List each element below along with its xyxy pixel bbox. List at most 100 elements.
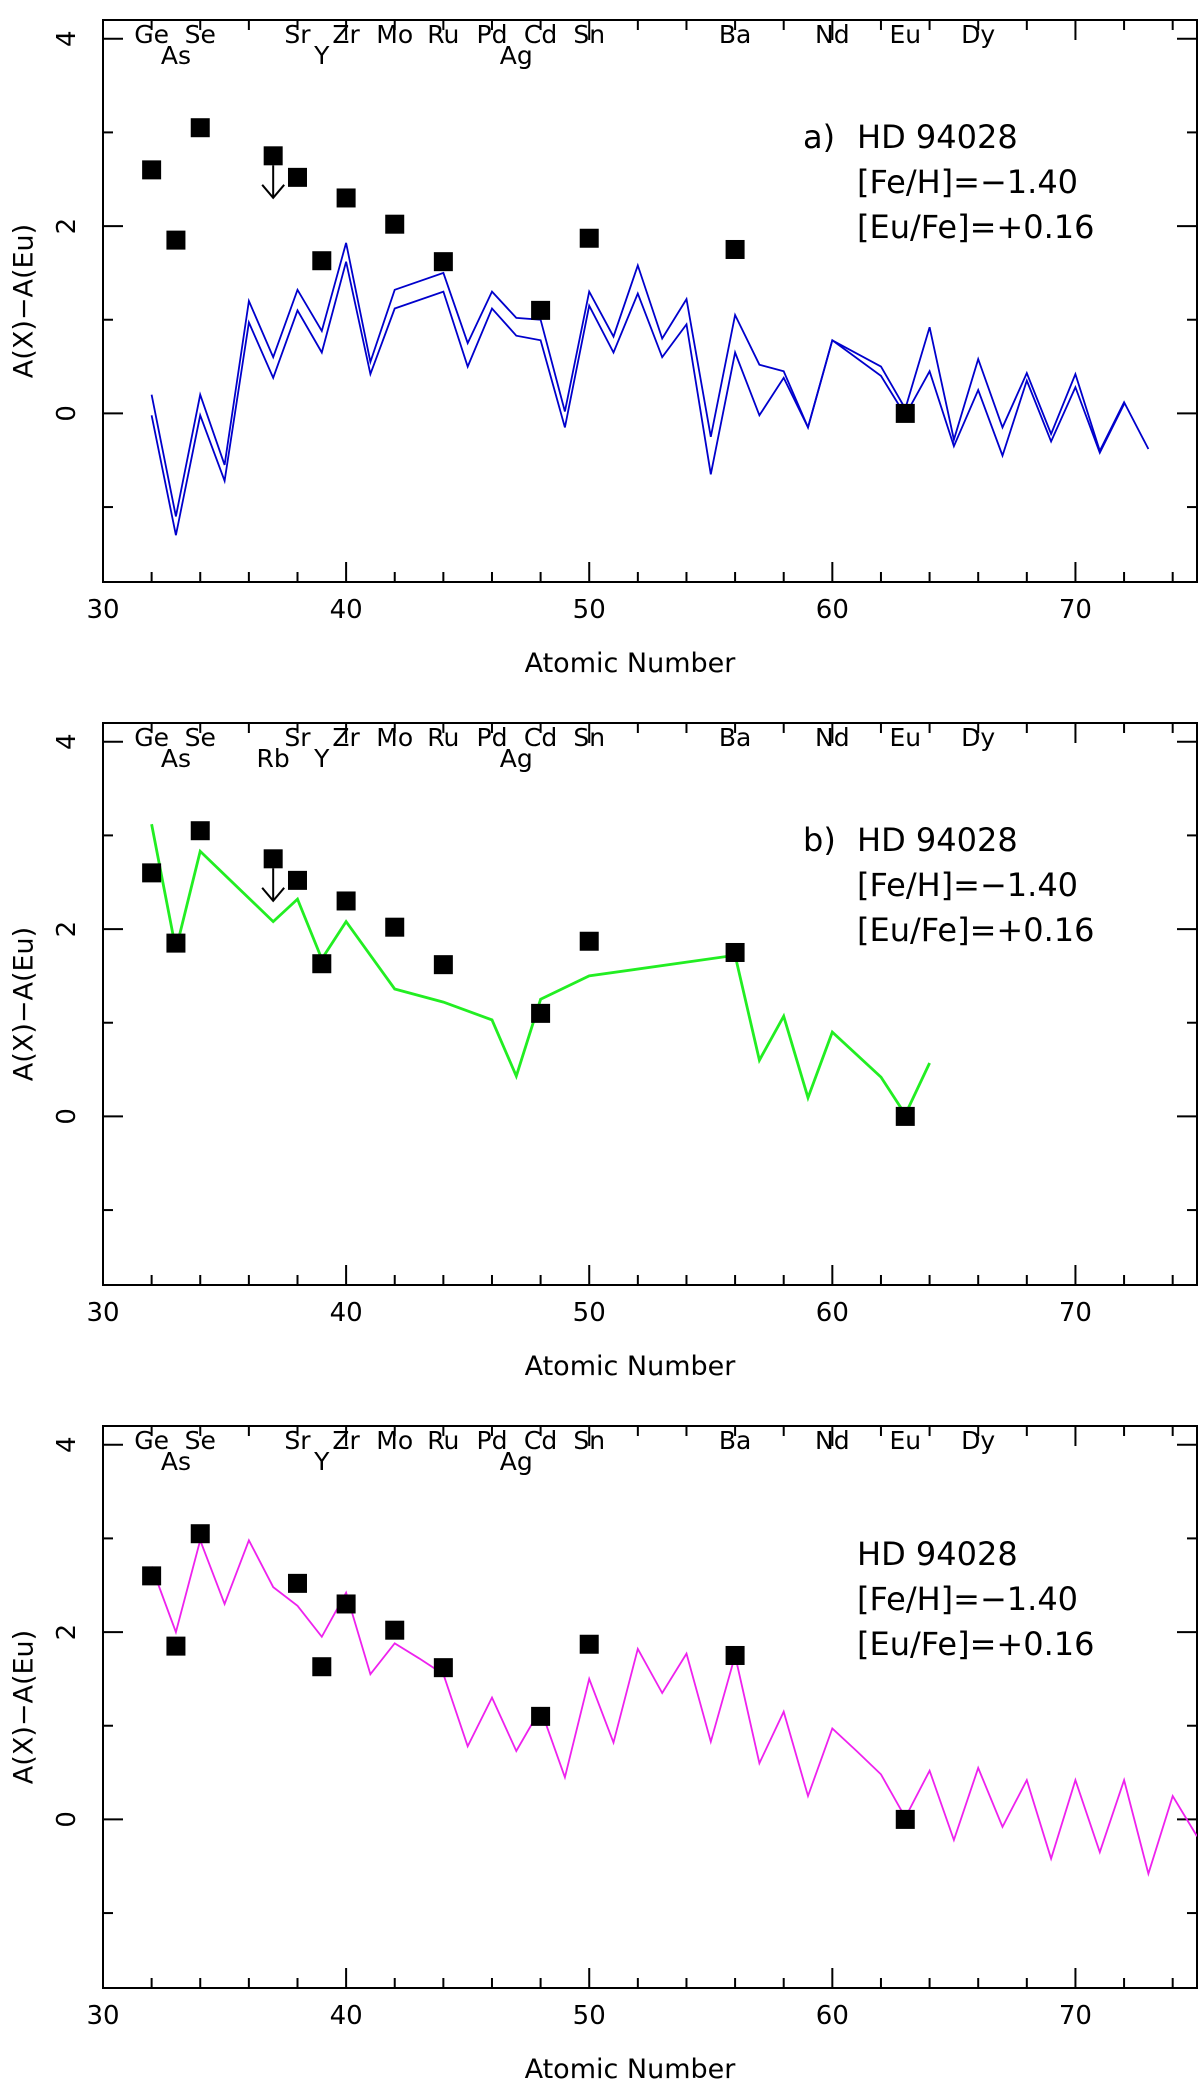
star-name: HD 94028 [857,1535,1018,1573]
observed-abundance-point [433,252,453,272]
y-tick-label: 4 [52,733,82,750]
plot-frame [102,19,1198,583]
y-axis-label: A(X)−A(Eu) [9,927,40,1081]
panel-c: 30 40 50 60 70 0 2 4 Atomic Number A(X)−A(Eu) Ge Se… [9,1425,1198,2085]
observed-abundance-point [895,1809,915,1829]
observed-abundance-point [895,403,915,423]
element-label: Se [185,723,216,752]
element-label: Y [313,1447,330,1476]
element-label: Eu [889,723,921,752]
element-label: Sr [284,1426,311,1455]
y-tick-label: 4 [52,1436,82,1453]
observed-abundance-point [531,300,551,320]
metallicity-label: [Fe/H]=−1.40 [857,163,1078,201]
x-tick-label: 60 [816,595,849,625]
element-label: Ag [500,1447,533,1476]
observed-abundance-point [336,188,356,208]
element-label: Cd [524,723,557,752]
y-tick-label: 0 [52,1811,82,1828]
observed-abundance-point [287,1573,307,1593]
observed-abundance-point [725,239,745,259]
observed-abundance-point [433,955,453,975]
y-tick-label: 0 [52,1108,82,1125]
element-label: Ag [500,41,533,70]
element-label: Ru [427,20,459,49]
element-label: As [161,744,191,773]
element-label: Nd [815,1426,850,1455]
observed-abundance-point [312,954,332,974]
x-tick-label: 40 [330,2001,363,2031]
metallicity-label: [Fe/H]=−1.40 [857,866,1078,904]
observed-abundance-point [166,933,186,953]
model-lines [150,242,1150,536]
element-label: Mo [376,20,413,49]
observed-abundance-point [190,1524,210,1544]
element-label: Zr [332,723,360,752]
europium-ratio-label: [Eu/Fe]=+0.16 [857,911,1094,949]
observed-abundance-point [725,942,745,962]
element-label: Eu [889,1426,921,1455]
element-label: Ge [134,723,169,752]
x-tick-label: 40 [330,1298,363,1328]
upper-limit-arrowhead [261,184,285,200]
element-label: Eu [889,20,921,49]
model-line [150,823,931,1118]
upper-limit-arrowhead [261,887,285,903]
x-tick-label: 50 [573,1298,606,1328]
y-axis-label: A(X)−A(Eu) [9,1630,40,1784]
observed-abundance-point [142,1566,162,1586]
x-tick-label: 50 [573,595,606,625]
x-axis-label: Atomic Number [525,648,737,679]
observed-abundance-point [531,1003,551,1023]
element-label: Sn [573,20,605,49]
element-label: Dy [961,20,995,49]
model-line [150,242,1150,517]
observed-abundance-point [312,251,332,271]
element-label: Mo [376,1426,413,1455]
element-label: Pd [477,20,508,49]
element-label: Cd [524,20,557,49]
element-label: Se [185,20,216,49]
element-label: As [161,41,191,70]
observed-abundance-point [142,160,162,180]
y-tick-label: 2 [52,921,82,938]
element-label: Sn [573,723,605,752]
x-tick-label: 60 [816,2001,849,2031]
plot-frame [102,722,1198,1286]
element-label: Ge [134,20,169,49]
y-tick-label: 0 [52,405,82,422]
plot-frame [102,1425,1198,1989]
x-tick-label: 30 [86,1298,119,1328]
observed-abundance-point [579,931,599,951]
observed-abundance-point [190,118,210,138]
element-label: Cd [524,1426,557,1455]
element-label: Ag [500,744,533,773]
model-line [150,261,1125,536]
x-tick-label: 40 [330,595,363,625]
element-label: Ba [719,1426,751,1455]
y-tick-label: 4 [52,30,82,47]
element-label: Pd [477,723,508,752]
observed-abundance-point [579,1634,599,1654]
observed-abundance-point [385,917,405,937]
observed-abundance-point [336,891,356,911]
element-label: Ge [134,1426,169,1455]
x-tick-label: 30 [86,2001,119,2031]
element-label: Zr [332,20,360,49]
observed-abundance-point [190,821,210,841]
element-label: Y [313,41,330,70]
observed-abundance-point [312,1657,332,1677]
element-label: Ba [719,723,751,752]
observed-abundance-point [142,863,162,883]
model-lines [150,1537,1197,1877]
x-tick-label: 60 [816,1298,849,1328]
element-label: Dy [961,1426,995,1455]
element-label: Mo [376,723,413,752]
x-axis-label: Atomic Number [525,1351,737,1382]
observed-abundance-point [895,1106,915,1126]
x-tick-label: 50 [573,2001,606,2031]
element-label: Se [185,1426,216,1455]
x-tick-label: 30 [86,595,119,625]
element-label: Ru [427,723,459,752]
